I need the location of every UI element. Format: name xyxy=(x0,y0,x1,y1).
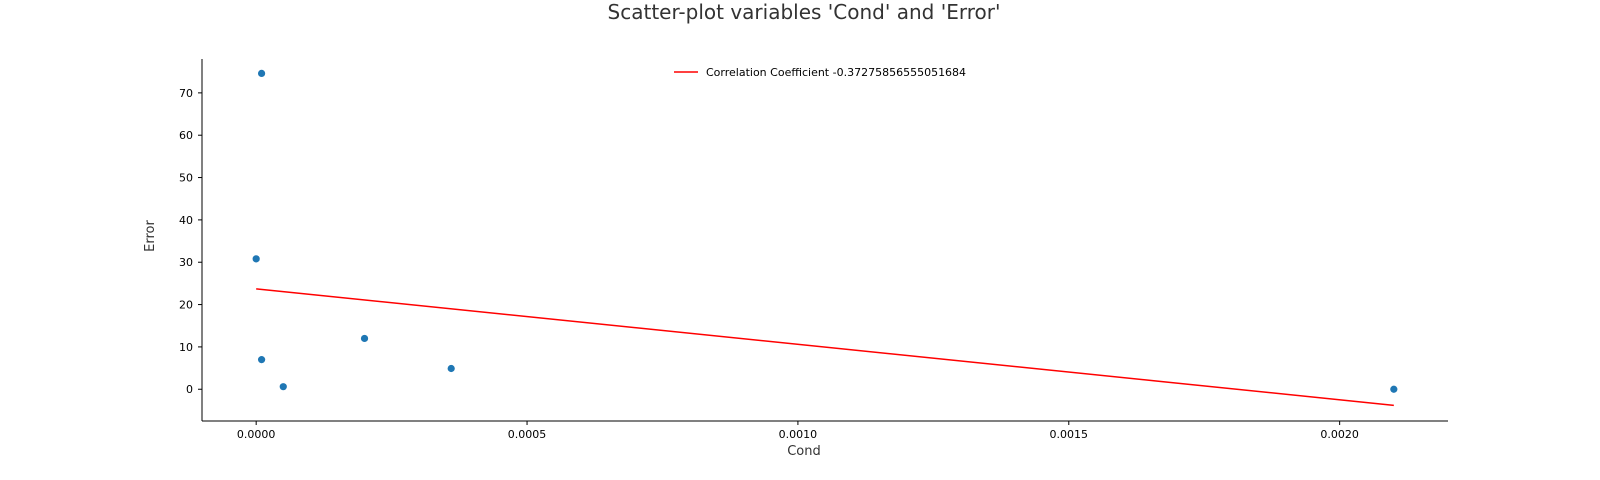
y-axis-label: Error xyxy=(143,220,158,252)
chart-title: Scatter-plot variables 'Cond' and 'Error… xyxy=(608,0,1001,24)
data-points xyxy=(252,69,1398,393)
y-tick-label: 30 xyxy=(179,256,193,269)
y-tick-label: 50 xyxy=(179,172,193,185)
x-tick-label: 0.0010 xyxy=(779,428,818,441)
data-point xyxy=(257,356,266,364)
data-point xyxy=(360,334,369,343)
x-axis-label: Cond xyxy=(787,444,821,459)
legend-label: Correlation Coefficient -0.3727585655505… xyxy=(706,66,966,79)
data-point xyxy=(252,255,260,263)
legend: Correlation Coefficient -0.3727585655505… xyxy=(674,66,966,79)
y-tick-label: 70 xyxy=(179,87,193,100)
x-tick-label: 0.0015 xyxy=(1050,428,1089,441)
x-tick-label: 0.0005 xyxy=(508,428,547,441)
y-tick-label: 20 xyxy=(179,299,193,312)
data-point xyxy=(279,383,287,391)
x-tick-label: 0.0020 xyxy=(1320,428,1359,441)
axes: 0.0000 0.0005 0.0010 0.0015 0.0020 0 10 20 30 40 5… xyxy=(179,59,1448,441)
data-point xyxy=(447,364,455,373)
y-tick-label: 60 xyxy=(179,129,193,142)
x-tick-label: 0.0000 xyxy=(237,428,276,441)
data-point xyxy=(1390,385,1398,393)
data-point xyxy=(257,69,266,77)
y-tick-label: 40 xyxy=(179,214,193,227)
trend-line-group xyxy=(256,288,1394,407)
y-tick-label: 10 xyxy=(179,341,193,354)
correlation-trend-line xyxy=(256,288,1394,407)
y-tick-label: 0 xyxy=(186,383,193,396)
